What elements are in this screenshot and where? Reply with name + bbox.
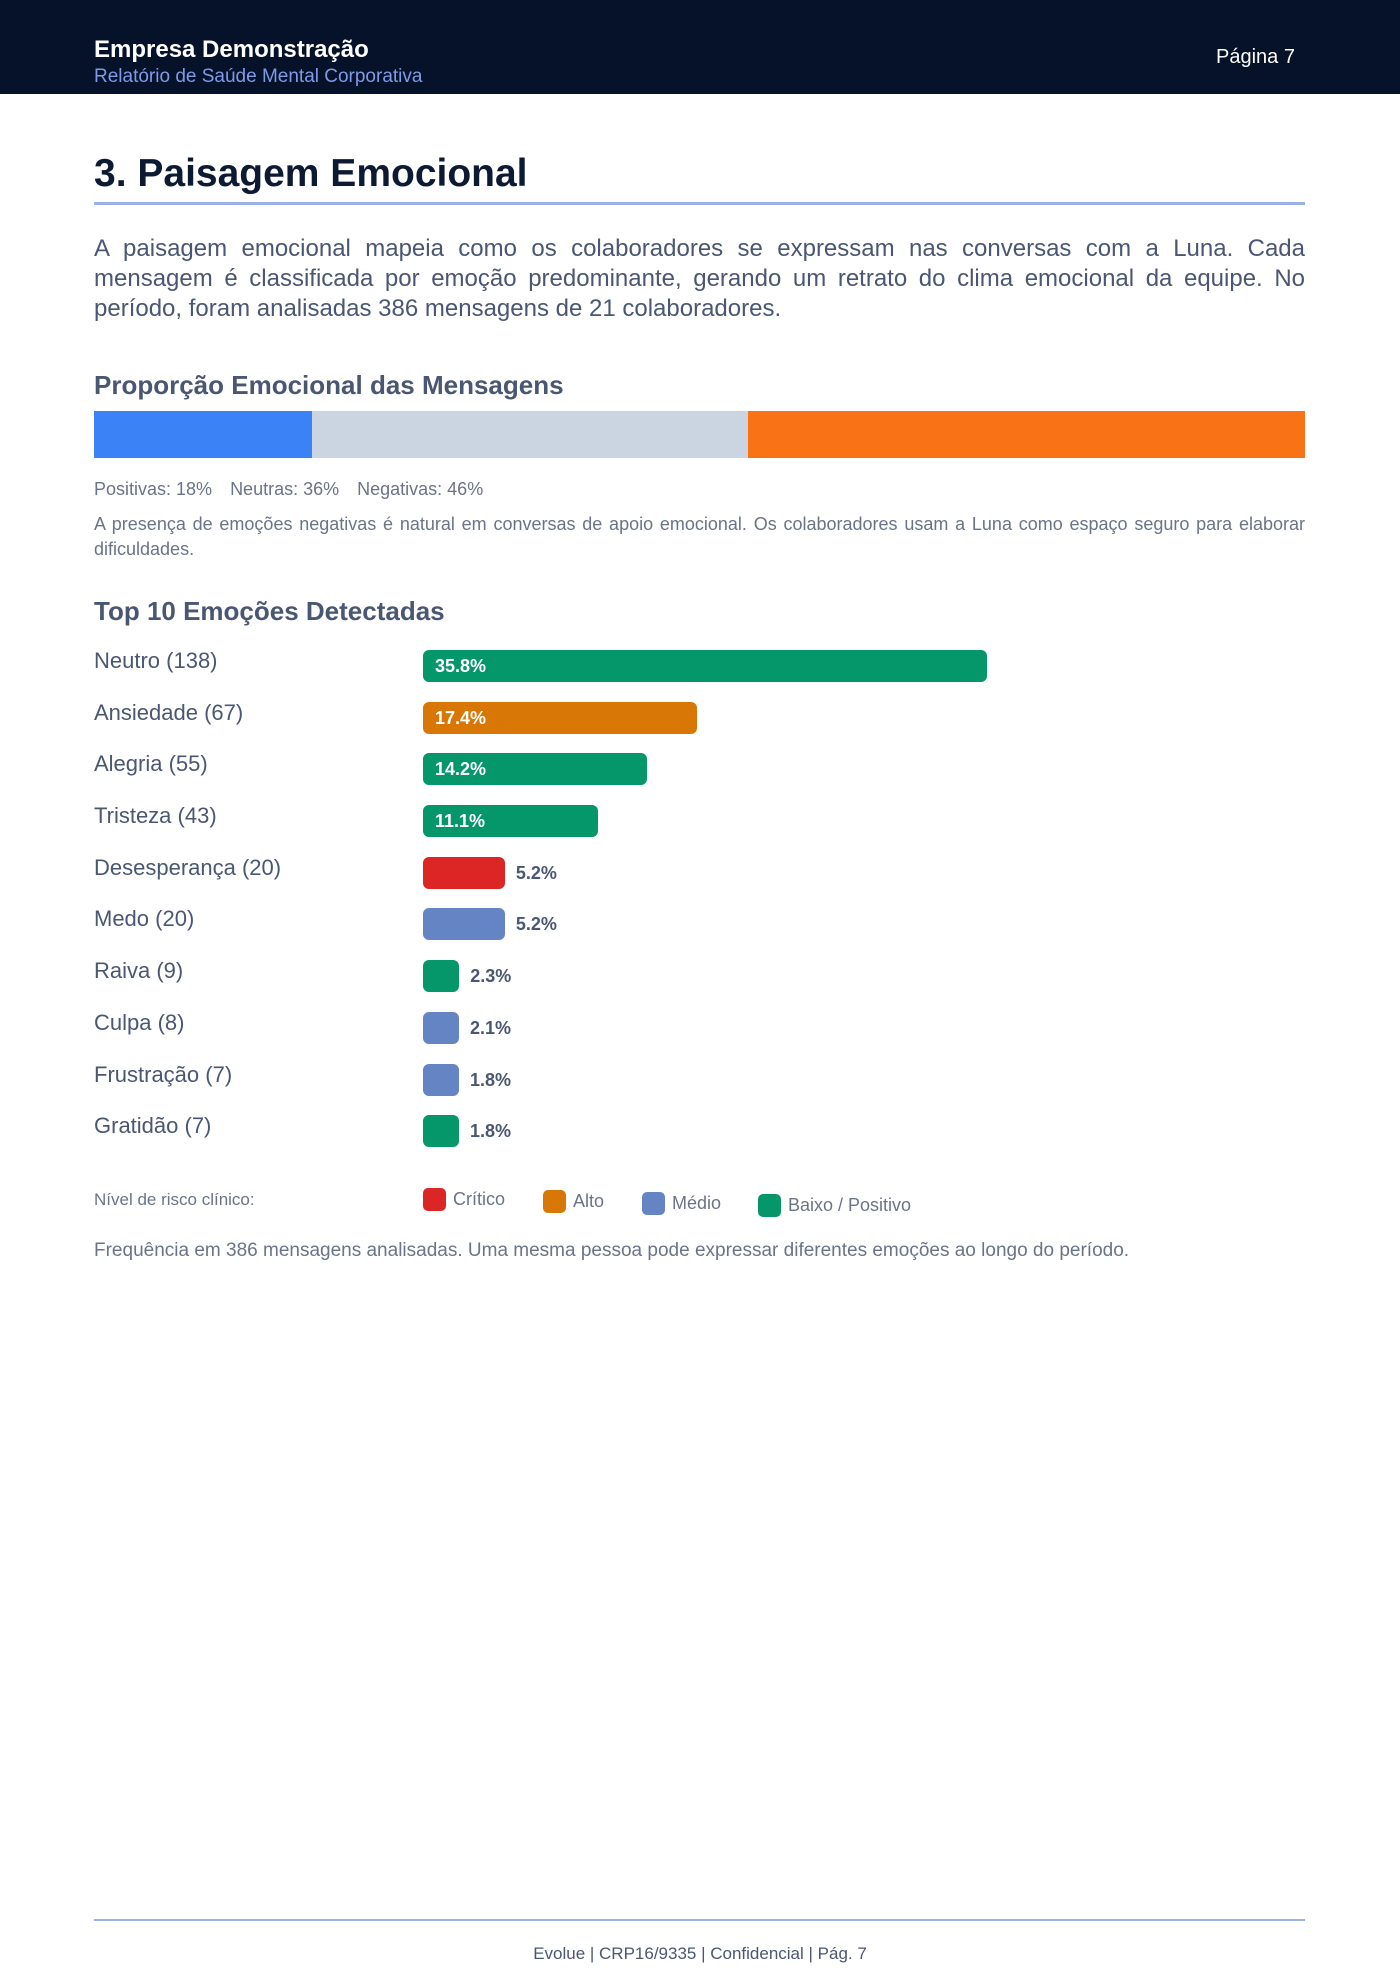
emotion-row: Medo (20) 5.2% <box>94 906 1305 958</box>
proportion-legend-positivas: Positivas: 18% <box>94 479 213 499</box>
emotion-bar <box>423 1063 459 1096</box>
risk-label-critico: Crítico <box>453 1189 506 1209</box>
emotion-row: Gratidão (7) 1.8% <box>94 1113 1305 1165</box>
risk-legend-item-critico: Crítico <box>423 1188 505 1211</box>
intro-paragraph: A paisagem emocional mapeia como os cola… <box>94 235 1305 322</box>
risk-swatch-medio <box>642 1192 665 1215</box>
proportion-legend: Positivas: 18% Neutras: 36% Negativas: 46% <box>94 479 501 500</box>
emotion-value-label: 1.8% <box>470 1121 512 1142</box>
emotion-label: Culpa (8) <box>94 1009 185 1035</box>
title-divider <box>94 202 1305 205</box>
risk-legend-label: Nível de risco clínico: <box>94 1190 255 1209</box>
emotion-bar: 17.4% <box>423 701 698 734</box>
emotion-label: Neutro (138) <box>94 648 218 673</box>
risk-legend-item-medio: Médio <box>642 1192 721 1215</box>
emotion-label: Ansiedade (67) <box>94 699 244 725</box>
report-subtitle: Relatório de Saúde Mental Corporativa <box>94 66 423 87</box>
proportion-segment-positivas <box>94 411 312 458</box>
proportion-heading: Proporção Emocional das Mensagens <box>94 370 564 400</box>
proportion-segment-negativas <box>747 411 1305 458</box>
emotion-bar: 11.1% <box>423 805 598 838</box>
emotion-value-label: 2.3% <box>470 966 512 987</box>
proportion-bar <box>94 411 1305 458</box>
footer-divider <box>94 1919 1305 1921</box>
emotion-value-label: 17.4% <box>435 707 487 728</box>
emotions-chart-title: Top 10 Emoções Detectadas <box>94 596 445 626</box>
emotion-value-label: 1.8% <box>470 1069 512 1090</box>
company-name: Empresa Demonstração <box>94 36 369 63</box>
emotion-value-label: 5.2% <box>515 914 557 935</box>
emotion-value-label: 14.2% <box>435 759 487 780</box>
emotion-bar: 14.2% <box>423 753 647 786</box>
emotion-row: Desesperança (20) 5.2% <box>94 855 1305 907</box>
emotion-label: Frustração (7) <box>94 1061 233 1087</box>
risk-label-medio: Médio <box>672 1193 722 1213</box>
emotion-label: Alegria (55) <box>94 751 208 777</box>
section-title: 3. Paisagem Emocional <box>94 152 528 195</box>
proportion-legend-neutras: Neutras: 36% <box>230 479 340 499</box>
emotion-label: Desesperança (20) <box>94 854 282 880</box>
proportion-note: A presença de emoções negativas é natura… <box>94 514 1305 559</box>
risk-swatch-baixo <box>758 1194 781 1217</box>
report-header: Empresa Demonstração Relatório de Saúde … <box>0 0 1400 94</box>
emotion-bar <box>423 908 505 941</box>
emotion-row: Alegria (55) 14.2% <box>94 751 1305 803</box>
emotion-value-label: 11.1% <box>435 811 486 832</box>
emotion-value-label: 2.1% <box>470 1017 512 1038</box>
emotion-row: Frustração (7) 1.8% <box>94 1062 1305 1114</box>
page-number: Página 7 <box>1216 46 1295 68</box>
emotion-value-label: 35.8% <box>435 656 487 676</box>
emotion-bar <box>423 960 460 993</box>
risk-label-baixo: Baixo / Positivo <box>788 1195 912 1215</box>
emotion-bar <box>423 1011 459 1044</box>
emotion-bar <box>423 1115 459 1148</box>
emotion-row: Tristeza (43) 11.1% <box>94 803 1305 855</box>
proportion-segment-neutras <box>311 411 748 458</box>
risk-swatch-alto <box>543 1190 566 1213</box>
emotion-label: Raiva (9) <box>94 958 184 984</box>
page-footer: Evolue | CRP16/9335 | Confidencial | Pág… <box>533 1944 867 1963</box>
risk-swatch-critico <box>423 1188 446 1211</box>
emotion-row: Raiva (9) 2.3% <box>94 958 1305 1010</box>
emotion-row: Ansiedade (67) 17.4% <box>94 700 1305 752</box>
emotion-label: Medo (20) <box>94 906 195 932</box>
emotion-bar <box>423 856 505 889</box>
chart-footnote: Frequência em 386 mensagens analisadas. … <box>94 1240 1130 1261</box>
risk-legend-item-baixo: Baixo / Positivo <box>758 1194 911 1217</box>
emotion-label: Gratidão (7) <box>94 1113 212 1139</box>
emotion-row: Neutro (138) 35.8% <box>94 648 1305 700</box>
emotion-value-label: 5.2% <box>515 862 557 883</box>
risk-legend-item-alto: Alto <box>543 1190 604 1213</box>
emotion-row: Culpa (8) 2.1% <box>94 1010 1305 1062</box>
proportion-legend-negativas: Negativas: 46% <box>357 479 484 499</box>
emotion-bar: 35.8% <box>423 650 987 682</box>
emotions-bar-chart: Neutro (138) 35.8% Ansiedade (67) 17.4% Aleg… <box>94 648 1305 1165</box>
risk-label-alto: Alto <box>573 1191 605 1211</box>
emotion-label: Tristeza (43) <box>94 803 217 829</box>
